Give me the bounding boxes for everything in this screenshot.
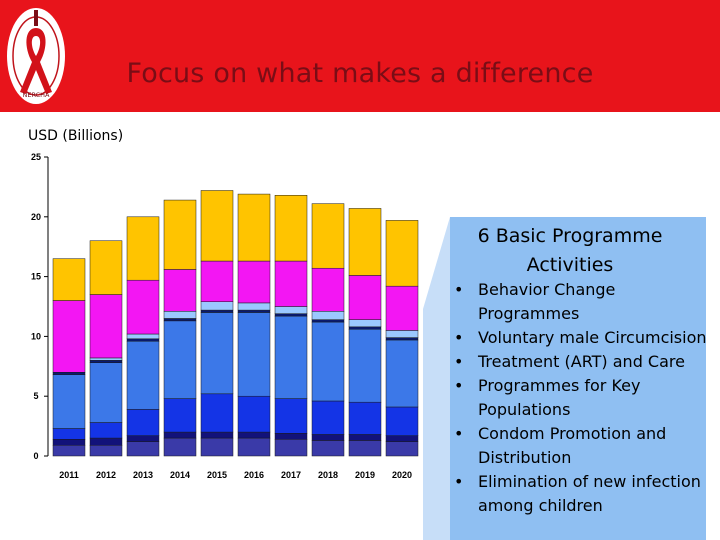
y-tick-label: 20 — [31, 212, 41, 222]
list-item: Voluntary male Circumcision — [452, 326, 714, 350]
logo-text: NERCHA — [22, 91, 50, 99]
bar-segment-2014-2 — [163, 398, 197, 433]
y-tick-label: 25 — [31, 152, 41, 162]
x-tick-label-2015: 2015 — [207, 470, 227, 480]
bar-segment-2018-3 — [311, 321, 345, 402]
bar-segment-2020-7 — [385, 220, 419, 287]
bar-segment-2016-7 — [237, 193, 271, 262]
bar-segment-2016-2 — [237, 395, 271, 433]
x-tick-label-2012: 2012 — [96, 470, 116, 480]
bar-segment-2013-7 — [126, 216, 160, 281]
bar-segment-2015-2 — [200, 393, 234, 433]
bar-segment-2012-7 — [89, 240, 123, 295]
bar-segment-2018-6 — [311, 267, 345, 312]
bar-segment-2011-6 — [52, 300, 86, 373]
bar-segment-2015-6 — [200, 260, 234, 302]
y-tick-label: 15 — [31, 272, 41, 282]
x-tick-label-2017: 2017 — [281, 470, 301, 480]
bar-segment-2016-6 — [237, 260, 271, 304]
bar-segment-2014-3 — [163, 320, 197, 399]
y-tick-label: 0 — [33, 451, 38, 461]
x-tick-label-2014: 2014 — [170, 470, 190, 480]
panel-title: 6 Basic Programme Activities — [477, 225, 663, 276]
x-tick-label-2011: 2011 — [59, 470, 79, 480]
bar-segment-2011-7 — [52, 258, 86, 301]
bar-segment-2019-2 — [348, 401, 382, 435]
y-tick-label: 5 — [33, 391, 38, 401]
y-axis-label: USD (Billions) — [28, 128, 124, 144]
bar-segment-2018-2 — [311, 400, 345, 435]
bar-segment-2019-7 — [348, 208, 382, 276]
bar-segment-2020-6 — [385, 285, 419, 331]
bar-segment-2018-7 — [311, 203, 345, 269]
list-item: Behavior Change Programmes — [452, 278, 714, 326]
callout-pointer — [423, 217, 450, 540]
slide-title: Focus on what makes a difference — [126, 58, 594, 89]
bar-segment-2017-7 — [274, 195, 308, 262]
bar-segment-2011-3 — [52, 374, 86, 429]
list-item: Condom Promotion and Distribution — [452, 422, 714, 470]
bar-segment-2012-6 — [89, 294, 123, 359]
bar-segment-2015-7 — [200, 190, 234, 262]
bar-segment-2013-2 — [126, 409, 160, 436]
activities-list: Behavior Change Programmes Voluntary mal… — [452, 278, 714, 518]
bar-segment-2019-3 — [348, 328, 382, 403]
bar-segment-2017-2 — [274, 398, 308, 434]
x-tick-label-2013: 2013 — [133, 470, 153, 480]
bar-segment-2016-3 — [237, 312, 271, 397]
bar-segment-2013-6 — [126, 279, 160, 335]
bar-segment-2012-3 — [89, 362, 123, 423]
title-banner: NERCHA Focus on what makes a difference — [0, 0, 720, 112]
bar-segment-2020-2 — [385, 406, 419, 436]
bar-segment-2014-7 — [163, 199, 197, 270]
x-tick-label-2019: 2019 — [355, 470, 375, 480]
bar-segment-2019-6 — [348, 275, 382, 320]
x-tick-label-2018: 2018 — [318, 470, 338, 480]
x-tick-label-2020: 2020 — [392, 470, 412, 480]
list-item: Elimination of new infection among child… — [452, 470, 714, 518]
nercha-logo: NERCHA — [7, 8, 65, 104]
list-item: Programmes for Key Populations — [452, 374, 714, 422]
y-tick-label: 10 — [31, 331, 41, 341]
bar-segment-2015-3 — [200, 312, 234, 395]
bar-segment-2013-3 — [126, 340, 160, 410]
bar-segment-2014-6 — [163, 269, 197, 312]
bar-segment-2017-3 — [274, 315, 308, 399]
list-item: Treatment (ART) and Care — [452, 350, 714, 374]
stacked-bar-chart: 0 5 10 15 20 25 2011 2012 2013 2014 2015 2016 2017 2… — [31, 152, 419, 480]
bar-segment-2020-3 — [385, 339, 419, 408]
x-tick-label-2016: 2016 — [244, 470, 264, 480]
